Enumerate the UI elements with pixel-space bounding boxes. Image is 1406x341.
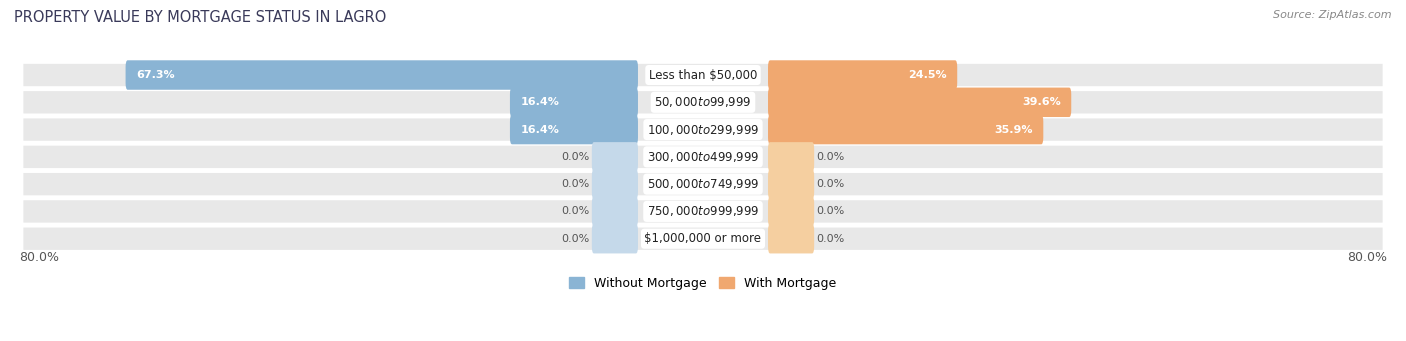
Text: 80.0%: 80.0% (1347, 251, 1386, 264)
FancyBboxPatch shape (24, 146, 1382, 168)
Text: 0.0%: 0.0% (817, 179, 845, 189)
Text: 0.0%: 0.0% (561, 234, 589, 244)
FancyBboxPatch shape (592, 224, 638, 253)
Text: 0.0%: 0.0% (817, 234, 845, 244)
FancyBboxPatch shape (768, 197, 814, 226)
Text: $1,000,000 or more: $1,000,000 or more (644, 232, 762, 245)
Text: 39.6%: 39.6% (1022, 97, 1060, 107)
FancyBboxPatch shape (510, 115, 638, 144)
Text: 0.0%: 0.0% (817, 206, 845, 217)
FancyBboxPatch shape (768, 60, 957, 90)
FancyBboxPatch shape (768, 142, 814, 172)
Legend: Without Mortgage, With Mortgage: Without Mortgage, With Mortgage (564, 272, 842, 295)
FancyBboxPatch shape (768, 169, 814, 199)
Text: $50,000 to $99,999: $50,000 to $99,999 (654, 95, 752, 109)
Text: $300,000 to $499,999: $300,000 to $499,999 (647, 150, 759, 164)
Text: 0.0%: 0.0% (817, 152, 845, 162)
FancyBboxPatch shape (24, 64, 1382, 86)
FancyBboxPatch shape (592, 142, 638, 172)
FancyBboxPatch shape (768, 88, 1071, 117)
FancyBboxPatch shape (24, 91, 1382, 114)
Text: Less than $50,000: Less than $50,000 (648, 69, 758, 81)
Text: 0.0%: 0.0% (561, 179, 589, 189)
FancyBboxPatch shape (24, 227, 1382, 250)
Text: 16.4%: 16.4% (520, 124, 560, 135)
Text: 80.0%: 80.0% (20, 251, 59, 264)
FancyBboxPatch shape (592, 197, 638, 226)
FancyBboxPatch shape (24, 200, 1382, 223)
Text: 0.0%: 0.0% (561, 206, 589, 217)
FancyBboxPatch shape (510, 88, 638, 117)
FancyBboxPatch shape (592, 169, 638, 199)
Text: Source: ZipAtlas.com: Source: ZipAtlas.com (1274, 10, 1392, 20)
FancyBboxPatch shape (24, 173, 1382, 195)
FancyBboxPatch shape (768, 115, 1043, 144)
Text: 16.4%: 16.4% (520, 97, 560, 107)
Text: $750,000 to $999,999: $750,000 to $999,999 (647, 204, 759, 219)
Text: 0.0%: 0.0% (561, 152, 589, 162)
FancyBboxPatch shape (24, 118, 1382, 141)
FancyBboxPatch shape (125, 60, 638, 90)
Text: $500,000 to $749,999: $500,000 to $749,999 (647, 177, 759, 191)
Text: 67.3%: 67.3% (136, 70, 174, 80)
FancyBboxPatch shape (768, 224, 814, 253)
Text: $100,000 to $299,999: $100,000 to $299,999 (647, 122, 759, 137)
Text: PROPERTY VALUE BY MORTGAGE STATUS IN LAGRO: PROPERTY VALUE BY MORTGAGE STATUS IN LAG… (14, 10, 387, 25)
Text: 24.5%: 24.5% (908, 70, 946, 80)
Text: 35.9%: 35.9% (994, 124, 1033, 135)
